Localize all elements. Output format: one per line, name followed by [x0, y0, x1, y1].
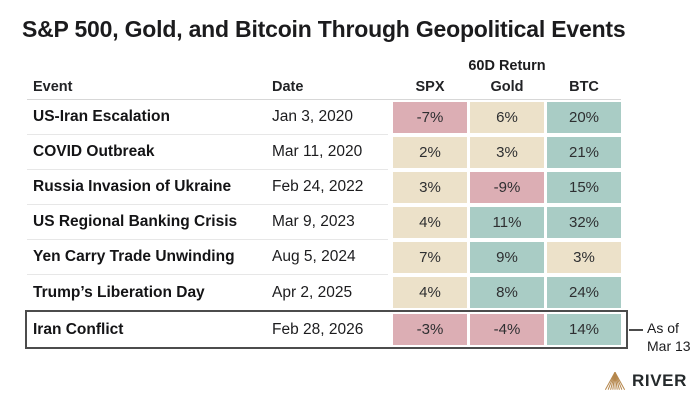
- table-row: Trump’s Liberation Day Apr 2, 2025 4% 8%…: [27, 275, 621, 310]
- return-cell-spx: 2%: [393, 137, 467, 168]
- event-date: Feb 24, 2022: [272, 170, 388, 205]
- annotation-connector-line: [629, 329, 643, 331]
- table-row: US Regional Banking Crisis Mar 9, 2023 4…: [27, 205, 621, 240]
- return-cell-gold: 9%: [470, 242, 544, 273]
- return-cell-btc: 14%: [547, 314, 621, 345]
- river-logo-text: RIVER: [632, 371, 687, 390]
- return-cell-btc: 3%: [547, 242, 621, 273]
- return-cell-spx: 7%: [393, 242, 467, 273]
- return-cell-gold: 11%: [470, 207, 544, 238]
- column-header-date: Date: [272, 79, 304, 95]
- event-name: Trump’s Liberation Day: [33, 283, 205, 301]
- event-date: Feb 28, 2026: [272, 320, 364, 338]
- column-header-gold: Gold: [490, 79, 524, 95]
- return-cell-gold: -4%: [470, 314, 544, 345]
- return-cell-gold: -9%: [470, 172, 544, 203]
- table-row: Russia Invasion of Ukraine Feb 24, 2022 …: [27, 170, 621, 205]
- event-name: US-Iran Escalation: [27, 100, 272, 135]
- table-row: Iran Conflict Feb 28, 2026 -3% -4% 14%: [27, 312, 621, 347]
- column-header-spx: SPX: [415, 79, 445, 95]
- event-name: Iran Conflict: [33, 320, 124, 338]
- return-cell-btc: 32%: [547, 207, 621, 238]
- return-cell-spx: 3%: [393, 172, 467, 203]
- return-cell-spx: -3%: [393, 314, 467, 345]
- event-date: Mar 9, 2023: [272, 205, 388, 240]
- return-cell-btc: 20%: [547, 102, 621, 133]
- return-cell-spx: 4%: [393, 277, 467, 308]
- page-title: S&P 500, Gold, and Bitcoin Through Geopo…: [22, 16, 626, 42]
- table-row: COVID Outbreak Mar 11, 2020 2% 3% 21%: [27, 135, 621, 170]
- table-row: US-Iran Escalation Jan 3, 2020 -7% 6% 20…: [27, 100, 621, 135]
- column-header-event: Event: [33, 79, 73, 95]
- as-of-line2: Mar 13: [647, 338, 691, 354]
- return-cell-gold: 8%: [470, 277, 544, 308]
- return-cell-spx: -7%: [393, 102, 467, 133]
- return-cell-gold: 3%: [470, 137, 544, 168]
- highlighted-row-box: Iran Conflict Feb 28, 2026 -3% -4% 14%: [25, 310, 628, 349]
- return-cell-btc: 21%: [547, 137, 621, 168]
- return-cell-spx: 4%: [393, 207, 467, 238]
- column-header-btc: BTC: [569, 79, 599, 95]
- table-row: Yen Carry Trade Unwinding Aug 5, 2024 7%…: [27, 240, 621, 275]
- table-body: US-Iran Escalation Jan 3, 2020 -7% 6% 20…: [0, 100, 628, 349]
- event-name: Russia Invasion of Ukraine: [27, 170, 272, 205]
- return-cell-btc: 24%: [547, 277, 621, 308]
- event-date: Mar 11, 2020: [272, 135, 388, 170]
- event-name: US Regional Banking Crisis: [27, 205, 272, 240]
- as-of-line1: As of: [647, 320, 679, 336]
- column-group-header: 60D Return: [468, 58, 546, 74]
- event-date: Apr 2, 2025: [272, 283, 353, 301]
- return-cell-gold: 6%: [470, 102, 544, 133]
- table-header-row: Event Date SPX Gold BTC: [27, 79, 621, 100]
- event-date: Jan 3, 2020: [272, 100, 388, 135]
- event-name: Yen Carry Trade Unwinding: [27, 240, 272, 275]
- return-cell-btc: 15%: [547, 172, 621, 203]
- river-logo: RIVER: [604, 370, 687, 392]
- river-mountain-icon: [604, 372, 626, 390]
- as-of-annotation: As of Mar 13: [647, 319, 691, 355]
- event-date: Aug 5, 2024: [272, 240, 388, 275]
- event-name: COVID Outbreak: [27, 135, 272, 170]
